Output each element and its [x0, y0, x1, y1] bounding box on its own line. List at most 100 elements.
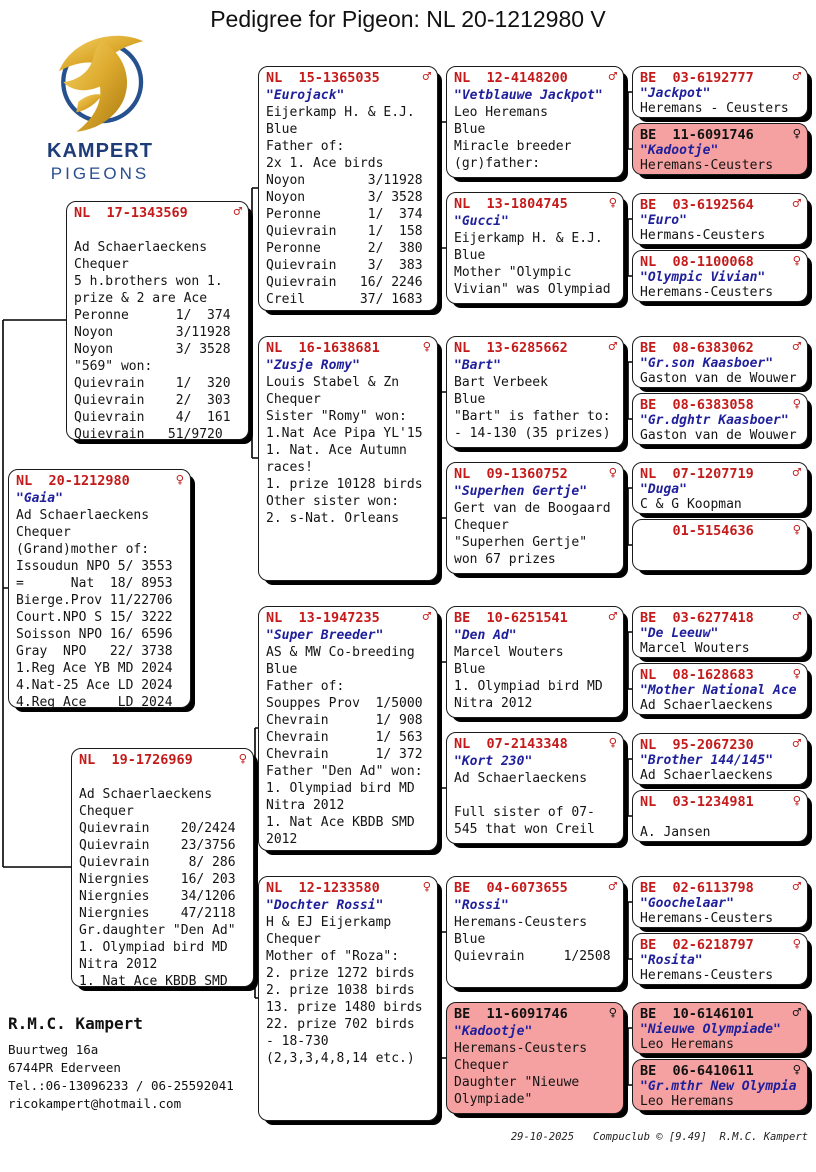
ring-number: NL 12-4148200	[454, 70, 568, 86]
fancier-name: Leo Heremans	[640, 1094, 734, 1109]
fancier-name: Gaston van de Wouwer	[640, 371, 797, 386]
ring-number: NL 13-1947235	[266, 610, 380, 626]
pedigree-box: NL 07-2143348 ♀ "Kort 230" Ad Schaerlaeck…	[446, 732, 624, 844]
ring-number: BE 08-6383062	[640, 340, 754, 356]
pedigree-box: NL 13-1804745 ♀ "Gucci" Eijerkamp H. & E.…	[446, 192, 624, 304]
pigeon-details: Ad Schaerlaeckens Chequer Quievrain 20/2…	[79, 787, 236, 989]
fancier-name: Heremans-Ceusters	[640, 968, 774, 983]
fancier-name: Heremans-Ceusters	[640, 158, 774, 173]
print-date: 29-10-2025	[510, 1131, 575, 1143]
female-icon: ♀	[792, 522, 801, 538]
male-icon: ♂	[792, 339, 801, 355]
pedigree-box: NL 09-1360752 ♀ "Superhen Gertje" Gert va…	[446, 462, 624, 574]
pigeon-name: "Kadootje"	[454, 1024, 533, 1039]
male-icon: ♂	[233, 204, 242, 220]
pigeon-name	[74, 222, 242, 239]
female-icon: ♀	[792, 126, 801, 142]
pigeon-name: "Nieuwe Olympiade"	[640, 1022, 781, 1037]
male-icon: ♂	[608, 609, 617, 625]
pigeon-name: "Euro"	[640, 213, 687, 228]
ring-number: NL 95-2067230	[640, 737, 754, 753]
footer-owner: R.M.C. Kampert	[719, 1131, 808, 1143]
ring-number: NL 12-1233580	[266, 880, 380, 896]
pigeon-name: "Olympic Vivian"	[640, 270, 766, 285]
pedigree-box-subject: NL 20-1212980 ♀ "Gaia" Ad Schaerlaeckens …	[8, 469, 191, 710]
pigeon-details: Bart Verbeek Blue "Bart" is father to: -…	[454, 375, 611, 441]
ring-number: BE 02-6218797	[640, 937, 754, 953]
ring-number: NL 20-1212980	[16, 473, 130, 489]
male-icon: ♂	[792, 465, 801, 481]
male-icon: ♂	[608, 69, 617, 85]
pedigree-box-highlighted: BE 06-6410611 ♀ "Gr.mthr New Olympia Leo …	[632, 1059, 808, 1111]
pedigree-box: 01-5154636 ♀	[632, 519, 808, 571]
fancier-name: C & G Koopman	[640, 497, 742, 512]
ring-number: BE 06-6410611	[640, 1063, 754, 1079]
kampert-logo: KAMPERT PIGEONS	[20, 26, 180, 184]
male-icon: ♂	[608, 879, 617, 895]
ring-number: NL 09-1360752	[454, 466, 568, 482]
pigeon-name	[640, 539, 801, 554]
pigeon-details: Marcel Wouters Blue 1. Olympiad bird MD …	[454, 645, 603, 711]
fancier-name: Ad Schaerlaeckens	[640, 698, 774, 713]
ring-number: BE 10-6146101	[640, 1006, 754, 1022]
male-icon: ♂	[792, 879, 801, 895]
pigeon-name	[640, 810, 801, 825]
male-icon: ♂	[422, 609, 431, 625]
female-icon: ♀	[422, 339, 431, 355]
pedigree-box: BE 03-6277418 ♂ "De Leeuw" Marcel Wouters	[632, 606, 808, 658]
fancier-name: Marcel Wouters	[640, 641, 750, 656]
pigeon-details: H & EJ Eijerkamp Chequer Mother of "Roza…	[266, 915, 423, 1066]
pedigree-box-highlighted: BE 10-6146101 ♂ "Nieuwe Olympiade" Leo He…	[632, 1002, 808, 1054]
brand-name: KAMPERT	[47, 140, 153, 162]
ring-number: NL 16-1638681	[266, 340, 380, 356]
ring-number: BE 03-6192564	[640, 197, 754, 213]
male-icon: ♂	[422, 69, 431, 85]
fancier-name: A. Jansen	[640, 825, 711, 840]
female-icon: ♀	[792, 793, 801, 809]
pigeon-name: "Eurojack"	[266, 88, 345, 103]
ring-number: NL 07-1207719	[640, 466, 754, 482]
pedigree-box: BE 02-6113798 ♂ "Goochelaar" Heremans-Ceu…	[632, 876, 808, 928]
pigeon-name: "Gr.dghtr Kaasboer"	[640, 413, 789, 428]
owner-email: ricokampert@hotmail.com	[8, 1096, 182, 1111]
female-icon: ♀	[238, 751, 247, 767]
female-icon: ♀	[608, 465, 617, 481]
owner-name: R.M.C. Kampert	[8, 1014, 143, 1033]
pigeon-name: "Rosita"	[640, 953, 703, 968]
ring-number: BE 11-6091746	[640, 127, 754, 143]
female-icon: ♀	[422, 879, 431, 895]
pigeon-details: Ad Schaerlaeckens Chequer (Grand)mother …	[16, 508, 173, 710]
fancier-name: Heremans - Ceusters	[640, 101, 789, 116]
pigeon-details: Eijerkamp H. & E.J. Blue Mother "Olympic…	[454, 231, 611, 297]
ring-number: NL 13-6285662	[454, 340, 568, 356]
ring-number: NL 08-1628683	[640, 667, 754, 683]
pigeon-details: Heremans-Ceusters Blue Quievrain 1/2508	[454, 915, 611, 964]
ring-number: NL 08-1100068	[640, 254, 754, 270]
ring-number: NL 03-1234981	[640, 794, 754, 810]
fancier-name: Leo Heremans	[640, 1037, 734, 1052]
ring-number: NL 19-1726969	[79, 752, 193, 768]
pedigree-box: NL 08-1100068 ♀ "Olympic Vivian" Heremans…	[632, 250, 808, 302]
pigeon-details: AS & MW Co-breeding Blue Father of: Soup…	[266, 645, 423, 847]
pedigree-box: NL 08-1628683 ♀ "Mother National Ace Ad S…	[632, 663, 808, 715]
brand-subtitle: PIGEONS	[50, 164, 150, 183]
pigeon-name: "Duga"	[640, 482, 687, 497]
ring-number: NL 15-1365035	[266, 70, 380, 86]
ring-number: BE 04-6073655	[454, 880, 568, 896]
ring-number: BE 11-6091746	[454, 1006, 568, 1022]
ring-number: BE 08-6383058	[640, 397, 754, 413]
pigeon-name: "Brother 144/145"	[640, 753, 774, 768]
pigeon-name: "Superhen Gertje"	[454, 484, 588, 499]
pigeon-details: Gert van de Boogaard Chequer "Superhen G…	[454, 501, 611, 567]
pigeon-name: "Gaia"	[16, 491, 63, 506]
male-icon: ♂	[792, 69, 801, 85]
pigeon-name: "Gucci"	[454, 214, 509, 229]
pedigree-box: BE 08-6383058 ♀ "Gr.dghtr Kaasboer" Gasto…	[632, 393, 808, 445]
pigeon-name: "Gr.son Kaasboer"	[640, 356, 774, 371]
male-icon: ♂	[608, 339, 617, 355]
ring-number: NL 17-1343569	[74, 205, 188, 221]
pigeon-details: Leo Heremans Blue Miracle breeder (gr)fa…	[454, 105, 572, 171]
owner-street: Buurtweg 16a	[8, 1042, 99, 1057]
footer-credits: 29-10-2025 Compuclub © [9.49] R.M.C. Kam…	[511, 1131, 808, 1143]
